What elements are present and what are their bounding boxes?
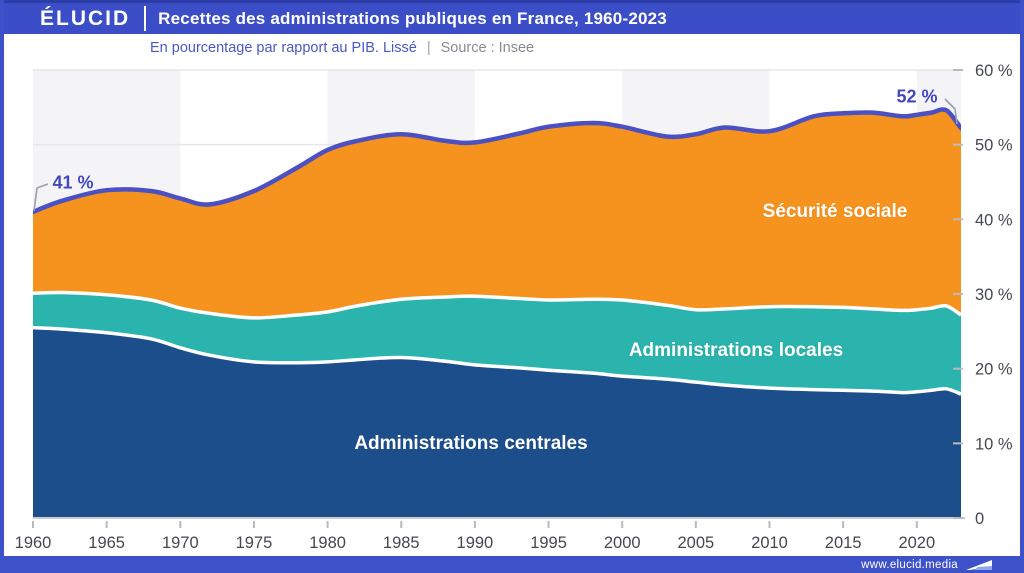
svg-text:40 %: 40 % bbox=[975, 211, 1013, 229]
svg-text:10 %: 10 % bbox=[975, 435, 1013, 453]
elucid-logo: ÉLUCID bbox=[40, 6, 131, 30]
svg-text:1970: 1970 bbox=[162, 534, 199, 552]
annotation-1960-value: 41 % bbox=[52, 172, 94, 193]
svg-text:20 %: 20 % bbox=[975, 361, 1013, 379]
svg-text:1995: 1995 bbox=[530, 534, 567, 552]
subtitle-row: En pourcentage par rapport au PIB. Lissé… bbox=[4, 34, 1020, 62]
svg-text:2000: 2000 bbox=[604, 534, 641, 552]
svg-text:60 %: 60 % bbox=[975, 62, 1013, 80]
svg-text:1990: 1990 bbox=[457, 534, 494, 552]
elucid-flag-icon bbox=[964, 558, 994, 571]
header-divider bbox=[144, 6, 147, 31]
svg-text:2015: 2015 bbox=[825, 534, 862, 552]
svg-text:1985: 1985 bbox=[383, 534, 420, 552]
page-title: Recettes des administrations publiques e… bbox=[158, 8, 667, 28]
svg-text:2010: 2010 bbox=[751, 534, 788, 552]
footer-bar: www.elucid.media bbox=[4, 556, 1020, 573]
annotation-2023-value: 52 % bbox=[896, 86, 938, 107]
svg-text:1965: 1965 bbox=[88, 534, 125, 552]
website-url: www.elucid.media bbox=[861, 558, 958, 571]
subtitle-separator: | bbox=[426, 40, 431, 56]
label-administrations-centrales: Administrations centrales bbox=[354, 433, 588, 454]
label-administrations-locales: Administrations locales bbox=[628, 340, 844, 361]
svg-text:1975: 1975 bbox=[236, 534, 273, 552]
svg-text:0: 0 bbox=[975, 510, 984, 528]
chart-subtitle: En pourcentage par rapport au PIB. Lissé bbox=[150, 40, 417, 56]
chart-canvas: 1960 1965 1970 1975 1980 1985 1990 1995 2000 2005… bbox=[15, 62, 1013, 552]
source-note: Source : Insee bbox=[440, 40, 535, 56]
svg-text:50 %: 50 % bbox=[975, 137, 1013, 155]
svg-text:1980: 1980 bbox=[309, 534, 346, 552]
label-securite-sociale: Sécurité sociale bbox=[762, 201, 908, 222]
svg-text:2005: 2005 bbox=[677, 534, 714, 552]
svg-text:1960: 1960 bbox=[15, 534, 52, 552]
svg-text:30 %: 30 % bbox=[975, 286, 1013, 304]
header-bar: ÉLUCID Recettes des administrations publ… bbox=[4, 0, 1020, 34]
stacked-area-chart: 1960 1965 1970 1975 1980 1985 1990 1995 2000 2005… bbox=[4, 62, 1020, 556]
svg-text:2020: 2020 bbox=[898, 534, 935, 552]
